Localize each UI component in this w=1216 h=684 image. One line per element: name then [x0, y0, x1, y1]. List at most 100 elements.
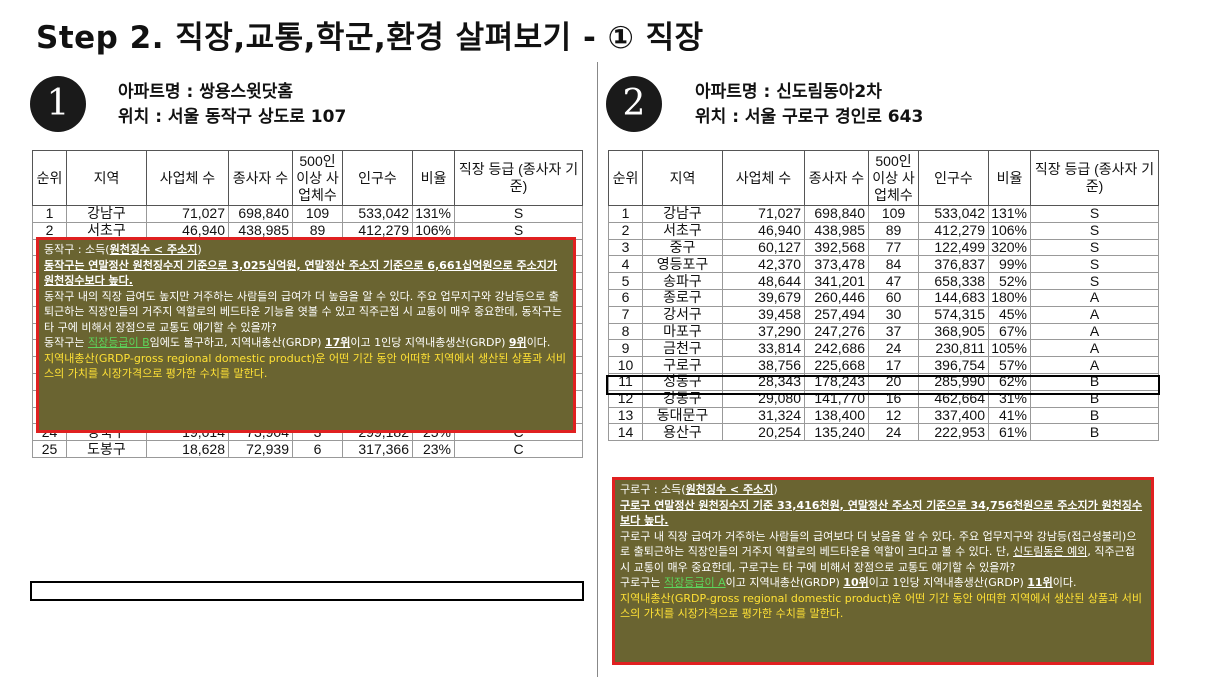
- column-header: 사업체 수: [146, 150, 229, 206]
- job-ranking-table-2: 순위 지역 사업체 수 종사자 수 500인 이상 사업체수 인구수 비율 직장 등급 (종사…: [608, 150, 1159, 442]
- table-cell: 송파구: [642, 272, 723, 290]
- table-cell: 438,985: [804, 221, 869, 240]
- analysis-note-guro: 구로구 : 소득(원천징수 < 주소지) 구로구 연말정산 원천징수지 기준 3…: [612, 477, 1154, 665]
- table-cell: C: [454, 440, 583, 458]
- table-cell: 23%: [412, 440, 455, 458]
- table-cell: 37: [868, 322, 919, 341]
- column-header: 지역: [642, 150, 723, 206]
- table-cell: A: [1030, 305, 1159, 324]
- table-cell: 396,754: [918, 356, 989, 374]
- table-row: 1 강남구 71,027 698,840 109 533,042 131% S: [608, 205, 1159, 223]
- column-header: 비율: [988, 150, 1031, 206]
- table-cell: 109: [868, 205, 919, 223]
- table-cell: 109: [292, 205, 343, 223]
- note-grdp-definition-2: 지역내총산(GRDP-gross regional domestic produ…: [620, 591, 1142, 621]
- table-cell: 574,315: [918, 305, 989, 324]
- note-commute-description-2: 구로구 내 직장 급여가 거주하는 사람들의 급여보다 더 낮음을 알 수 있다…: [620, 529, 1137, 574]
- table-cell: 438,985: [228, 221, 293, 240]
- table-cell: B: [1030, 406, 1159, 425]
- table-cell: 구로구: [642, 356, 723, 374]
- column-header: 직장 등급 (종사자 기준): [1030, 150, 1159, 206]
- note-grade-line-2: 구로구는 직장등급이 A이고 지역내총산(GRDP) 10위이고 1인당 지역내…: [620, 576, 1077, 589]
- column-header: 인구수: [342, 150, 413, 206]
- table-cell: 8: [608, 322, 643, 341]
- table-cell: 57%: [988, 356, 1031, 374]
- table-cell: 698,840: [804, 205, 869, 223]
- table-cell: 38,756: [722, 356, 805, 374]
- column-divider: [597, 62, 598, 677]
- table-row: 25 도봉구 18,628 72,939 6 317,366 23% C: [32, 440, 583, 458]
- table-cell: S: [1030, 221, 1159, 240]
- table-cell: 45%: [988, 305, 1031, 324]
- table-cell: 138,400: [804, 406, 869, 425]
- table-cell: A: [1030, 339, 1159, 358]
- table-cell: 동대문구: [642, 406, 723, 425]
- table-cell: 33,814: [722, 339, 805, 358]
- table-cell: 658,338: [918, 272, 989, 290]
- table-row: 8 마포구 37,290 247,276 37 368,905 67% A: [608, 322, 1159, 341]
- table-cell: 392,568: [804, 238, 869, 257]
- table-cell: 72,939: [228, 440, 293, 458]
- table-cell: 285,990: [918, 372, 989, 391]
- table-cell: 중구: [642, 238, 723, 257]
- note-tax-summary: 동작구는 연말정산 원천징수지 기준으로 3,025십억원, 연말정산 주소지 …: [44, 258, 558, 288]
- note-income-line-2: 구로구 : 소득(원천징수 < 주소지): [620, 483, 778, 496]
- table-cell: 105%: [988, 339, 1031, 358]
- table-cell: A: [1030, 288, 1159, 307]
- column-header: 500인 이상 사업체수: [868, 150, 919, 206]
- table-cell: 30: [868, 305, 919, 324]
- apartment-number-badge-1: 1: [30, 76, 86, 132]
- note-tax-summary-2: 구로구 연말정산 원천징수지 기준 33,416천원, 연말정산 주소지 기준으…: [620, 498, 1143, 528]
- apartment-info-1: 아파트명 : 쌍용스윗닷홈 위치 : 서울 동작구 상도로 107: [118, 80, 346, 130]
- table-cell: 48,644: [722, 272, 805, 290]
- apartment-name-1: 아파트명 : 쌍용스윗닷홈: [118, 82, 294, 102]
- table-cell: 2: [608, 221, 643, 240]
- table-row: 5 송파구 48,644 341,201 47 658,338 52% S: [608, 272, 1159, 290]
- table-cell: 42,370: [722, 255, 805, 274]
- table-cell: 122,499: [918, 238, 989, 257]
- table-cell: 77: [868, 238, 919, 257]
- table-cell: 320%: [988, 238, 1031, 257]
- table-cell: 61%: [988, 423, 1031, 442]
- table-cell: 20,254: [722, 423, 805, 442]
- apartment-info-2: 아파트명 : 신도림동아2차 위치 : 서울 구로구 경인로 643: [695, 80, 923, 130]
- table-cell: 7: [608, 305, 643, 324]
- table-cell: 106%: [988, 221, 1031, 240]
- table-cell: 222,953: [918, 423, 989, 442]
- table-cell: 5: [608, 272, 643, 290]
- table-cell: 71,027: [146, 205, 229, 223]
- table-cell: 도봉구: [66, 440, 147, 458]
- table-cell: 317,366: [342, 440, 413, 458]
- table-cell: 698,840: [228, 205, 293, 223]
- table-cell: 6: [292, 440, 343, 458]
- column-header: 사업체 수: [722, 150, 805, 206]
- table-cell: 금천구: [642, 339, 723, 358]
- table-row: 9 금천구 33,814 242,686 24 230,811 105% A: [608, 339, 1159, 358]
- table-cell: 225,668: [804, 356, 869, 374]
- apartment-location-2: 위치 : 서울 구로구 경인로 643: [695, 107, 924, 127]
- table-cell: 강남구: [642, 205, 723, 223]
- table-cell: S: [1030, 272, 1159, 290]
- table-cell: 368,905: [918, 322, 989, 341]
- column-header: 종사자 수: [228, 150, 293, 206]
- table-cell: 84: [868, 255, 919, 274]
- table-cell: 6: [608, 288, 643, 307]
- table-cell: 533,042: [342, 205, 413, 223]
- table-row: 1 강남구 71,027 698,840 109 533,042 131% S: [32, 205, 583, 223]
- table-cell: 39,458: [722, 305, 805, 324]
- table-cell: B: [1030, 423, 1159, 442]
- table-row: 10 구로구 38,756 225,668 17 396,754 57% A: [608, 356, 1159, 374]
- table-row: 6 종로구 39,679 260,446 60 144,683 180% A: [608, 288, 1159, 307]
- note-commute-description: 동작구 내의 직장 급여도 높지만 거주하는 사람들의 급여가 더 높음을 알 …: [44, 289, 562, 334]
- page-title: Step 2. 직장,교통,학군,환경 살펴보기 - ① 직장: [36, 20, 704, 56]
- table-row: 4 영등포구 42,370 373,478 84 376,837 99% S: [608, 255, 1159, 274]
- table-cell: 28,343: [722, 372, 805, 391]
- column-header: 지역: [66, 150, 147, 206]
- table-row: 11 성동구 28,343 178,243 20 285,990 62% B: [608, 372, 1159, 391]
- apartment-location-1: 위치 : 서울 동작구 상도로 107: [118, 107, 347, 127]
- table-cell: S: [454, 205, 583, 223]
- table-cell: S: [1030, 255, 1159, 274]
- table-cell: 60,127: [722, 238, 805, 257]
- table-cell: 용산구: [642, 423, 723, 442]
